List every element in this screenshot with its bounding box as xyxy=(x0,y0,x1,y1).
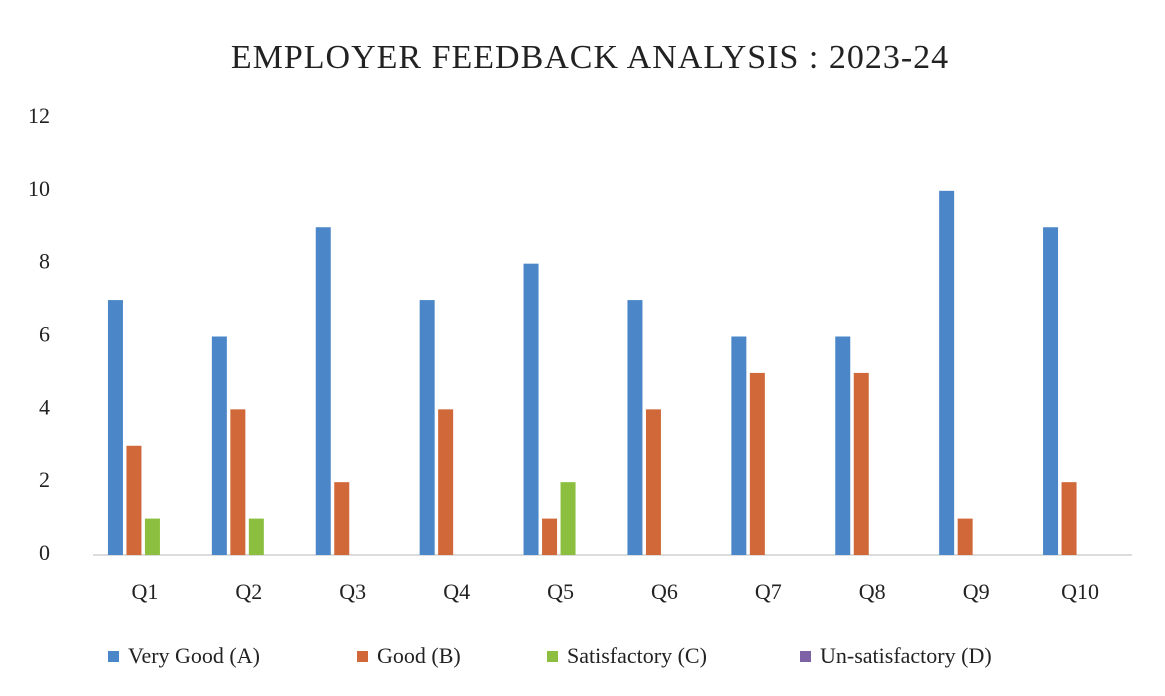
bar xyxy=(749,372,765,555)
x-tick-label: Q3 xyxy=(339,579,366,604)
x-tick-label: Q9 xyxy=(963,579,990,604)
legend-label: Very Good (A) xyxy=(128,643,260,668)
bar xyxy=(939,190,955,556)
bar xyxy=(627,300,643,555)
legend-label: Satisfactory (C) xyxy=(567,643,707,668)
legend-label: Un-satisfactory (D) xyxy=(820,643,992,668)
bar xyxy=(853,372,869,555)
x-tick-label: Q2 xyxy=(235,579,262,604)
y-tick-label: 0 xyxy=(39,540,50,565)
bar xyxy=(107,300,123,555)
x-tick-label: Q5 xyxy=(547,579,574,604)
x-tick-label: Q7 xyxy=(755,579,782,604)
y-tick-label: 10 xyxy=(28,176,50,201)
bar xyxy=(211,336,227,555)
x-tick-label: Q1 xyxy=(132,579,159,604)
bar xyxy=(542,518,558,555)
bar xyxy=(438,409,454,555)
bar xyxy=(419,300,435,555)
bar xyxy=(144,518,160,555)
bar xyxy=(560,482,576,555)
bar xyxy=(957,518,973,555)
bar xyxy=(1061,482,1077,555)
legend-swatch xyxy=(547,651,558,662)
bar xyxy=(315,227,331,555)
x-tick-label: Q10 xyxy=(1061,579,1099,604)
legend-swatch xyxy=(357,651,368,662)
chart-title: EMPLOYER FEEDBACK ANALYSIS : 2023-24 xyxy=(231,39,949,76)
bar xyxy=(230,409,246,555)
y-tick-label: 6 xyxy=(39,322,50,347)
bar xyxy=(248,518,264,555)
bar xyxy=(835,336,851,555)
legend-swatch xyxy=(800,651,811,662)
bar xyxy=(126,445,142,555)
bar xyxy=(731,336,747,555)
y-tick-label: 4 xyxy=(39,394,50,419)
legend-swatch xyxy=(108,651,119,662)
x-tick-label: Q4 xyxy=(443,579,470,604)
y-tick-label: 8 xyxy=(39,249,50,274)
legend-label: Good (B) xyxy=(377,643,461,668)
y-tick-label: 2 xyxy=(39,467,50,492)
bar xyxy=(523,263,539,555)
bar xyxy=(645,409,661,555)
x-tick-label: Q8 xyxy=(859,579,886,604)
bar xyxy=(1043,227,1059,555)
x-tick-label: Q6 xyxy=(651,579,678,604)
bar xyxy=(334,482,350,555)
y-tick-label: 12 xyxy=(28,103,50,128)
